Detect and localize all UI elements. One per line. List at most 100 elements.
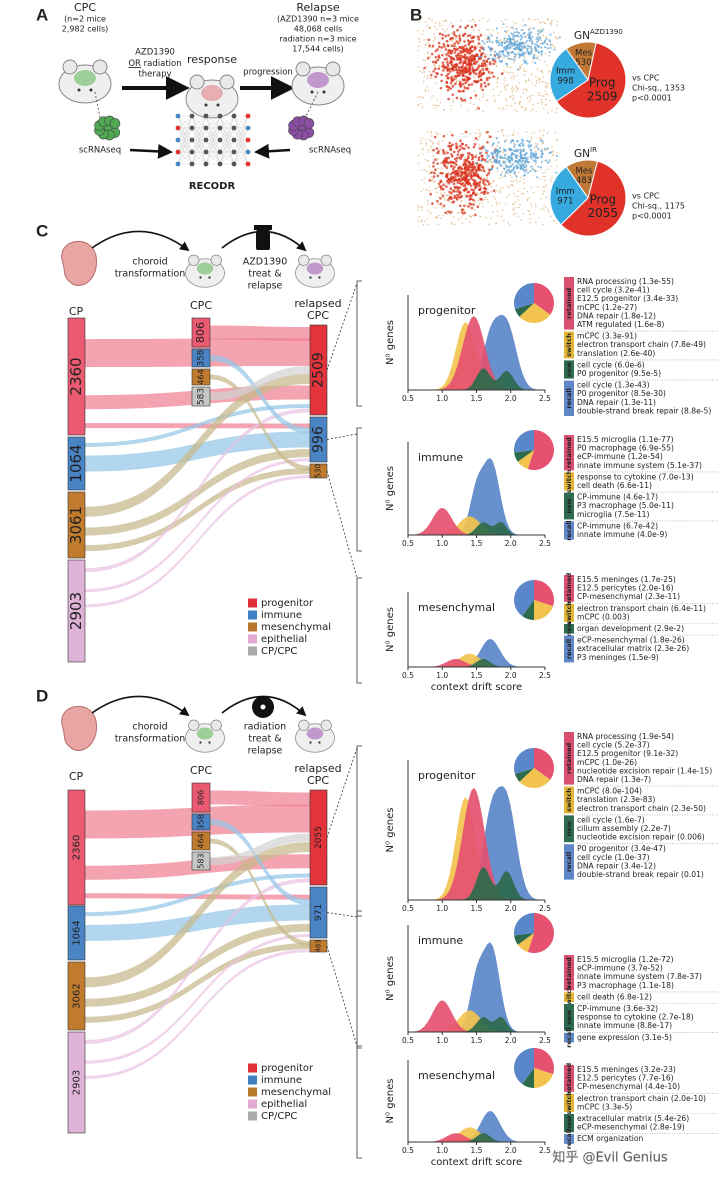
umap-dot [456, 71, 459, 74]
umap-dot [536, 143, 539, 145]
umap-dot [486, 160, 489, 163]
umap-dot [523, 187, 526, 190]
umap-dot [516, 154, 519, 157]
umap-dot [470, 202, 473, 206]
umap-dot [478, 132, 481, 135]
sankey-node [191, 368, 211, 386]
umap-dot [496, 152, 500, 155]
umap-dot [518, 47, 521, 50]
umap-dot [422, 80, 425, 83]
umap-dot [427, 209, 429, 212]
annotation-item: E15.5 microglia (1.2e-72) [577, 955, 674, 964]
umap-dot [487, 83, 490, 86]
relapse-title: Relapse [296, 1, 339, 14]
umap-dot [453, 165, 456, 169]
umap-dot [544, 175, 546, 178]
umap-dot [434, 168, 437, 172]
umap-dot [439, 162, 442, 165]
umap-dot [465, 203, 468, 206]
umap-dot [459, 97, 463, 101]
umap-dot [426, 24, 429, 27]
umap-dot [504, 18, 507, 21]
umap-dot [518, 143, 521, 146]
umap-dot [441, 148, 445, 152]
umap-dot [472, 167, 476, 170]
umap-dot [511, 85, 514, 88]
step-label: transformation [115, 734, 186, 745]
network-node [203, 125, 209, 131]
umap-dot [445, 77, 447, 80]
slice-value: 971 [557, 197, 573, 207]
umap-dot [429, 56, 432, 58]
sankey-ribbon [85, 475, 310, 608]
umap-dot [505, 98, 507, 100]
mouse-ear [188, 719, 200, 731]
density-area [408, 508, 545, 535]
umap-dot [542, 186, 545, 189]
density-area [408, 1000, 545, 1032]
bracket [356, 427, 362, 552]
umap-dot [442, 204, 446, 208]
node-label: 806 [197, 790, 206, 805]
annotation-tag [564, 435, 574, 471]
bracket [356, 280, 362, 407]
umap-dot [504, 77, 506, 79]
umap-dot [503, 85, 506, 88]
annotation-item: cilium assembly (2.2e-7) [577, 824, 671, 833]
umap-dot [421, 106, 424, 109]
umap-dot [518, 65, 521, 68]
umap-dot [436, 28, 438, 30]
umap-dot [470, 206, 474, 210]
legend-label: progenitor [261, 1063, 314, 1074]
umap-dot [461, 142, 465, 146]
umap-dot [540, 198, 542, 200]
umap-dot [439, 197, 442, 200]
umap-dot [522, 59, 526, 62]
annotation-item: response to cytokine (2.7e-18) [577, 1013, 694, 1022]
umap-dot [430, 145, 433, 147]
umap-dot [434, 75, 438, 79]
umap-dot [432, 95, 435, 97]
density-area [408, 1016, 545, 1032]
umap-dot [436, 162, 439, 165]
umap-dot [426, 56, 430, 60]
umap-dot [508, 171, 511, 174]
mouse-brain [74, 70, 96, 86]
umap-dot [460, 200, 463, 203]
mini-pie-slice [514, 303, 534, 317]
umap-dot [492, 210, 494, 213]
umap-dot [495, 39, 498, 42]
umap-dot [515, 85, 517, 87]
umap-dot [467, 83, 471, 87]
umap-dot [493, 60, 497, 63]
network-edge [205, 127, 221, 165]
umap-dot [517, 215, 519, 217]
x-tick-label: 0.5 [402, 1036, 414, 1045]
umap-dot [436, 157, 439, 160]
umap-dot [505, 138, 508, 141]
sankey-node [67, 789, 86, 906]
umap-dot [451, 133, 454, 137]
umap-dot [437, 133, 440, 136]
column-label: CPC [307, 774, 329, 787]
umap-dot [444, 29, 446, 32]
umap-dot [453, 44, 456, 48]
mouse-eye [318, 276, 321, 279]
umap-dot [537, 32, 540, 36]
umap-dot [530, 149, 533, 152]
sankey-ribbon [85, 458, 310, 593]
umap-dot [513, 77, 515, 80]
umap-dot [447, 171, 450, 174]
x-tick-label: 1.0 [436, 1036, 448, 1045]
mouse-eye [318, 741, 321, 744]
umap-dot [533, 43, 536, 46]
umap-dot [469, 177, 473, 180]
umap-dot [438, 45, 441, 49]
sankey-ribbon [85, 904, 310, 941]
umap-dot [530, 165, 533, 168]
umap-dot [525, 164, 528, 167]
umap-dot [528, 78, 530, 80]
umap-dot [513, 131, 515, 133]
umap-dot [493, 98, 496, 101]
umap-dot [476, 60, 479, 63]
